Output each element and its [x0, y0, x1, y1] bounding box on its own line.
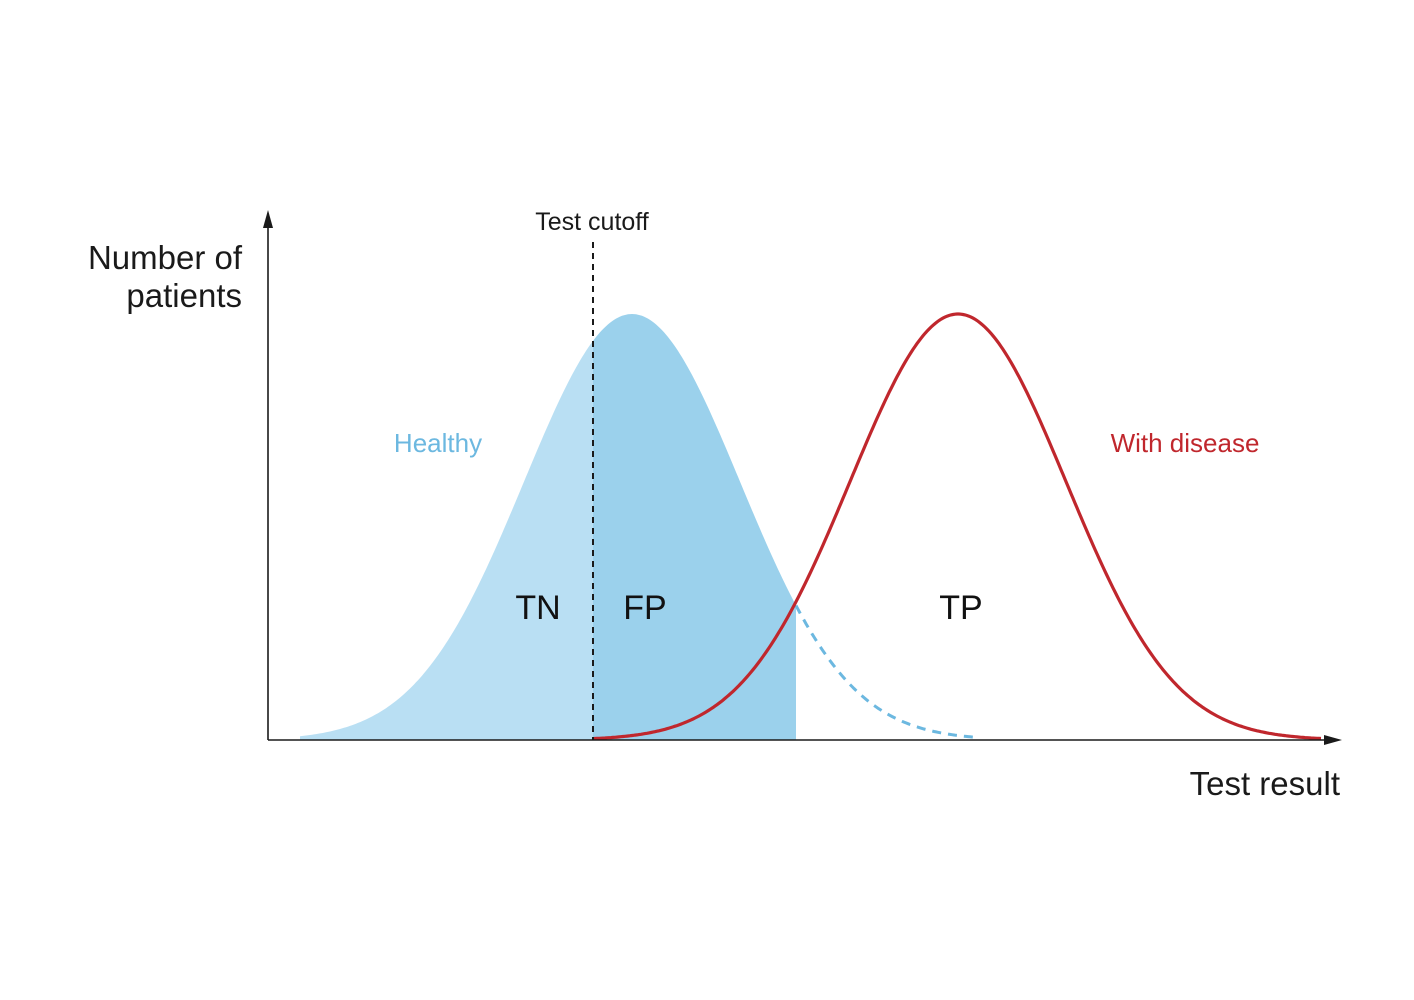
tn-label: TN: [515, 589, 560, 627]
x-axis-arrow-icon: [1324, 735, 1342, 745]
y-axis-arrow-icon: [263, 210, 273, 228]
fp-label: FP: [623, 589, 666, 627]
y-axis-label-line-2: patients: [126, 277, 242, 314]
healthy-tn-area: [300, 340, 593, 740]
tp-label: TP: [939, 589, 982, 627]
x-axis-label: Test result: [1190, 765, 1340, 802]
y-axis-label-line-1: Number of: [88, 239, 243, 276]
healthy-label: Healthy: [394, 428, 482, 458]
cutoff-label: Test cutoff: [535, 208, 649, 236]
disease-curve: [592, 312, 1322, 741]
healthy-fp-area: [593, 314, 796, 740]
disease-label: With disease: [1111, 428, 1260, 458]
